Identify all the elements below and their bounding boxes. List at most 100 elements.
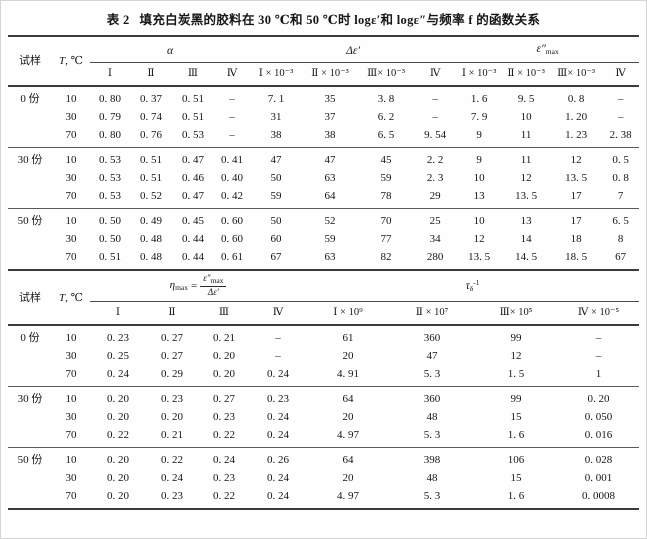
value-cell: 0. 22 [107, 429, 129, 442]
value-cell: 47 [426, 350, 438, 363]
subcolumn-header-row: Ⅰ Ⅱ Ⅲ Ⅳ Ⅰ × 10⁻³ Ⅱ × 10⁻³ Ⅲ× 10⁻³ Ⅳ Ⅰ × … [8, 62, 640, 87]
subcol-header: Ⅰ [90, 301, 146, 327]
value-cell: 35 [324, 93, 336, 105]
temp-cell: 70 [65, 129, 77, 141]
data-row: 50 份 10 0. 20 0. 22 0. 24 0. 26 64 398 106 0. 028 [8, 448, 639, 470]
value-cell: 0. 24 [161, 472, 183, 485]
subcol-header: Ⅰ × 10⁻³ [250, 62, 303, 87]
temp-cell: 10 [65, 215, 77, 227]
value-cell: 64 [342, 393, 354, 406]
value-cell: 12 [473, 233, 485, 245]
value-cell: 0. 41 [221, 154, 244, 166]
value-cell: 0. 53 [99, 154, 121, 166]
temp-cell: 70 [65, 190, 77, 202]
value-cell: 0. 27 [161, 350, 183, 363]
value-cell: – [229, 129, 235, 141]
value-cell: 0. 20 [213, 350, 235, 363]
value-cell: 0. 20 [107, 454, 129, 467]
value-cell: 0. 21 [213, 332, 235, 345]
value-cell: 0. 76 [140, 129, 162, 141]
subcol-header: Ⅱ [130, 62, 172, 87]
value-cell: 0. 20 [107, 411, 129, 424]
col-header-temp: T, ℃ [52, 271, 90, 327]
group-header-alpha: α [90, 36, 251, 63]
value-cell: 0. 50 [99, 233, 121, 245]
sample-cell: 0 份 [20, 93, 40, 105]
table-caption: 表 2 填充白炭黑的胶料在 30 ℃和 50 ℃时 logε′和 logε″与频率… [8, 9, 639, 28]
section-30-phr: 30 份 10 0. 20 0. 23 0. 27 0. 23 64 360 99 0. 20 30… [8, 386, 640, 448]
value-cell: 1. 5 [507, 368, 525, 381]
value-cell: 0. 20 [107, 490, 129, 503]
value-cell: 14. 5 [515, 251, 538, 263]
value-cell: 10 [520, 111, 532, 123]
section-0-phr: 0 份 10 0. 80 0. 37 0. 51 – 7. 1 35 3. 8 – 1. 6 9. 5… [8, 86, 639, 148]
data-row: 70 0. 24 0. 29 0. 20 0. 24 4. 91 5. 3 1. 5 1 [8, 365, 639, 387]
value-cell: 1. 6 [470, 93, 488, 105]
value-cell: 0. 21 [161, 429, 183, 442]
data-row: 30 份 10 0. 20 0. 23 0. 27 0. 23 64 360 99 0. 20 [8, 387, 639, 409]
subcol-header: Ⅲ× 10⁻³ [550, 62, 603, 87]
sample-cell [8, 248, 52, 270]
value-cell: 12 [510, 350, 522, 363]
value-cell: 0. 27 [161, 332, 183, 345]
value-cell: 59 [270, 190, 282, 202]
value-cell: 99 [510, 332, 522, 345]
subcol-header: Ⅲ× 10⁻³ [358, 62, 415, 87]
subcol-header: Ⅳ [602, 62, 640, 87]
subcol-header: Ⅳ [214, 62, 251, 87]
temp-cell: 30 [65, 350, 77, 363]
value-cell: – [229, 93, 235, 105]
value-cell: – [432, 111, 438, 123]
data-row: 70 0. 51 0. 48 0. 44 0. 61 67 63 82 280 13. 5 14. … [8, 248, 639, 270]
value-cell: 5. 3 [423, 368, 441, 381]
sample-cell [8, 487, 52, 509]
section-0-phr: 0 份 10 0. 23 0. 27 0. 21 – 61 360 99 – 30 0. 25 0. 2… [8, 325, 639, 387]
value-cell: 0. 20 [107, 472, 129, 485]
temp-cell: 30 [65, 111, 77, 123]
data-row: 70 0. 53 0. 52 0. 47 0. 42 59 64 78 29 13 13. 5 17 7 [8, 187, 639, 209]
value-cell: 15 [510, 472, 522, 485]
sample-cell [8, 408, 52, 426]
value-cell: 17 [570, 215, 582, 227]
value-cell: 20 [342, 472, 354, 485]
value-cell: 0. 49 [140, 215, 162, 227]
temp-cell: 30 [65, 233, 77, 245]
value-cell: 50 [270, 215, 282, 227]
value-cell: 0. 5 [612, 154, 629, 166]
group-header-row: 试样 T, ℃ ηmax = ε″max Δε′ τδ-1 [8, 271, 640, 327]
group-header-tau-inverse: τδ-1 [306, 271, 640, 303]
value-cell: 8 [617, 233, 624, 245]
temp-cell: 70 [65, 251, 77, 263]
sample-cell: 50 份 [17, 454, 43, 467]
value-cell: 0. 8 [612, 172, 629, 184]
value-cell: 59 [324, 233, 336, 245]
value-cell: – [595, 350, 602, 363]
value-cell: – [275, 350, 281, 363]
value-cell: 0. 24 [267, 411, 289, 424]
subcol-header: Ⅱ [146, 301, 198, 327]
temp-cell: 10 [65, 454, 77, 467]
value-cell: 2. 38 [609, 129, 632, 141]
data-row: 30 0. 20 0. 24 0. 23 0. 24 20 48 15 0. 001 [8, 469, 639, 487]
value-cell: 25 [429, 215, 441, 227]
data-row: 50 份 10 0. 50 0. 49 0. 45 0. 60 50 52 70 25 10 13 17… [8, 209, 639, 231]
value-cell: 2. 3 [426, 172, 444, 184]
value-cell: 0. 46 [182, 172, 204, 184]
value-cell: 0. 60 [221, 233, 244, 245]
subcol-header: Ⅲ [198, 301, 250, 327]
value-cell: 63 [324, 172, 336, 184]
value-cell: 70 [380, 215, 392, 227]
value-cell: 0. 53 [99, 172, 121, 184]
value-cell: 0. 20 [107, 393, 129, 406]
value-cell: 0. 016 [584, 429, 613, 442]
value-cell: 52 [324, 215, 336, 227]
temp-cell: 30 [65, 472, 77, 485]
data-row: 30 份 10 0. 53 0. 51 0. 47 0. 41 47 47 45 2. 2 9 11 1… [8, 148, 639, 170]
value-cell: – [229, 111, 235, 123]
value-cell: 67 [270, 251, 282, 263]
value-cell: 0. 53 [99, 190, 121, 202]
subcol-header: Ⅱ × 10⁻³ [502, 62, 551, 87]
value-cell: 1. 20 [565, 111, 588, 123]
value-cell: 47 [270, 154, 282, 166]
